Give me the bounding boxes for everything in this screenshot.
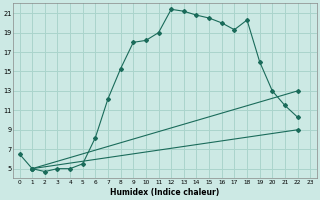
X-axis label: Humidex (Indice chaleur): Humidex (Indice chaleur) <box>110 188 220 197</box>
